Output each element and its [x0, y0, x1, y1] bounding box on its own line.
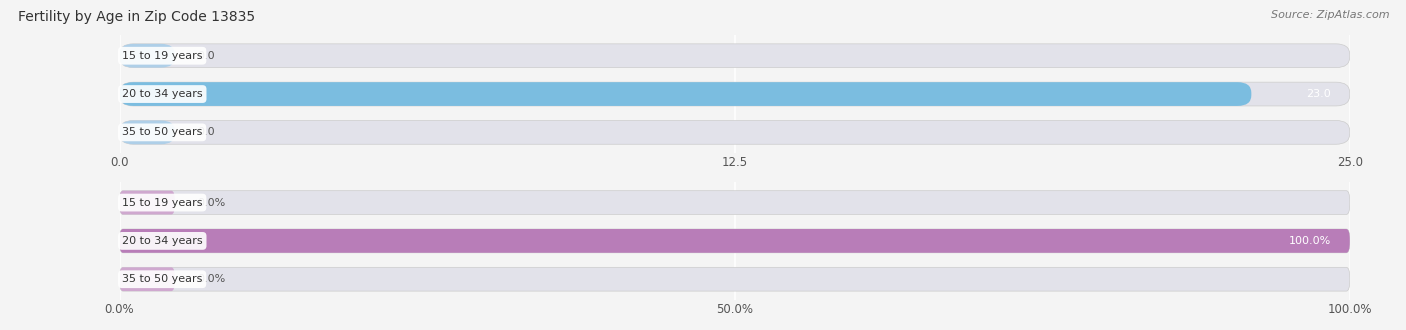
FancyBboxPatch shape	[120, 267, 1350, 291]
FancyBboxPatch shape	[120, 229, 1350, 253]
Text: 20 to 34 years: 20 to 34 years	[122, 89, 202, 99]
FancyBboxPatch shape	[120, 191, 1350, 214]
FancyBboxPatch shape	[120, 82, 1251, 106]
Text: 15 to 19 years: 15 to 19 years	[122, 51, 202, 61]
Text: 0.0%: 0.0%	[197, 198, 225, 208]
FancyBboxPatch shape	[120, 267, 174, 291]
Text: 100.0%: 100.0%	[1289, 236, 1331, 246]
Text: 23.0: 23.0	[1306, 89, 1331, 99]
Text: 0.0: 0.0	[197, 51, 215, 61]
FancyBboxPatch shape	[120, 191, 174, 214]
Text: 35 to 50 years: 35 to 50 years	[122, 274, 202, 284]
Text: 20 to 34 years: 20 to 34 years	[122, 236, 202, 246]
Text: 35 to 50 years: 35 to 50 years	[122, 127, 202, 137]
FancyBboxPatch shape	[120, 120, 174, 144]
FancyBboxPatch shape	[120, 44, 174, 68]
Text: 0.0%: 0.0%	[197, 274, 225, 284]
Text: 0.0: 0.0	[197, 127, 215, 137]
Text: Fertility by Age in Zip Code 13835: Fertility by Age in Zip Code 13835	[18, 10, 256, 24]
FancyBboxPatch shape	[120, 44, 1350, 68]
FancyBboxPatch shape	[120, 82, 1350, 106]
Text: 15 to 19 years: 15 to 19 years	[122, 198, 202, 208]
FancyBboxPatch shape	[120, 229, 1350, 253]
Text: Source: ZipAtlas.com: Source: ZipAtlas.com	[1271, 10, 1389, 20]
FancyBboxPatch shape	[120, 120, 1350, 144]
